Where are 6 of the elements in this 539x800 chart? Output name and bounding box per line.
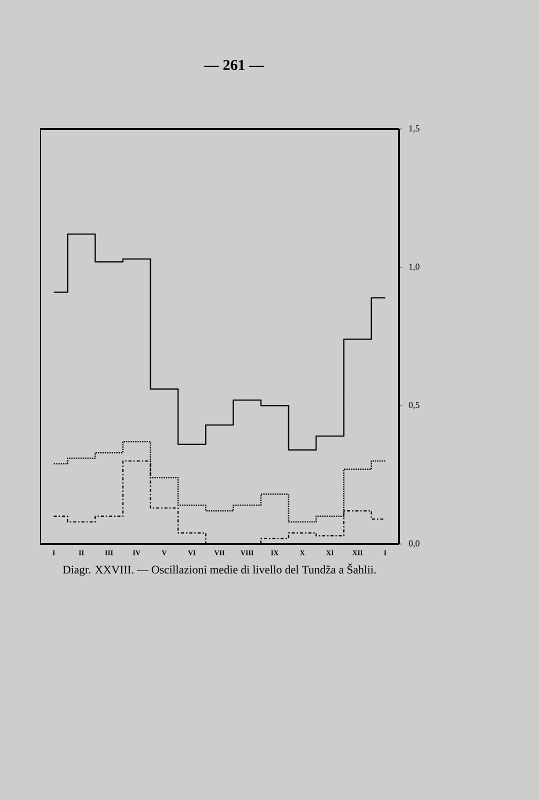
- y-tick-label: 1,5: [409, 125, 420, 133]
- y-tick-label: 0,5: [408, 402, 420, 410]
- y-tick-label: 1,0: [409, 264, 420, 272]
- text: Diagr. XXVIII. — Oscillazioni medie di livello del Tundža a Šahlii.: [62, 564, 376, 576]
- y-tick-label: 0,0: [408, 540, 420, 548]
- text: — 261 —: [204, 60, 264, 70]
